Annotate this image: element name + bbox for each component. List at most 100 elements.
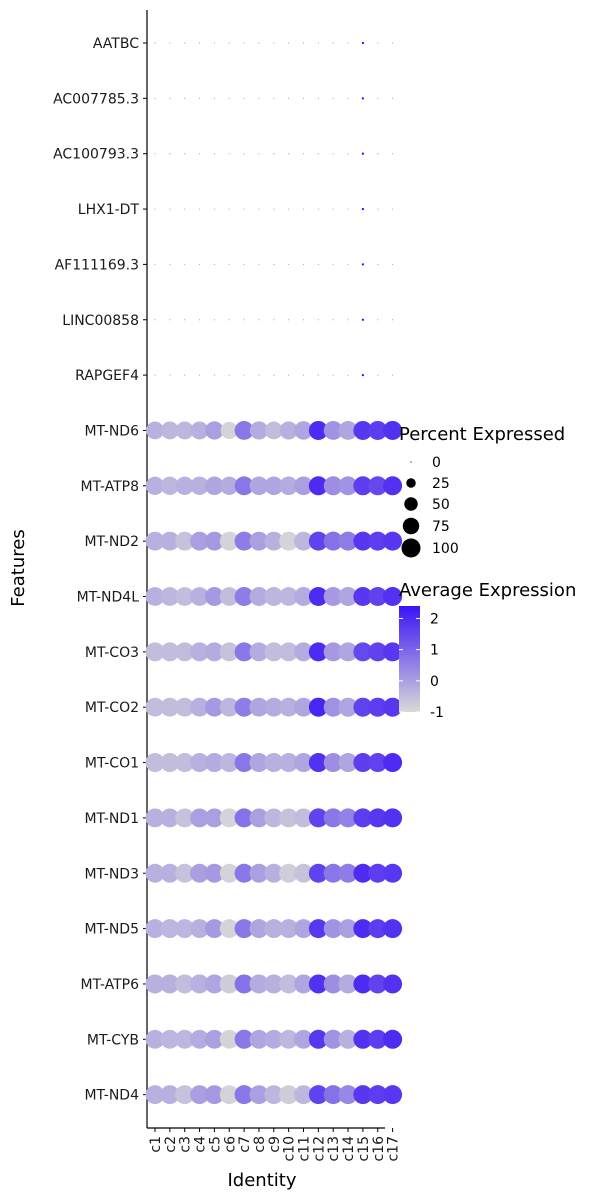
dot xyxy=(169,263,171,265)
dot xyxy=(219,587,239,606)
dot xyxy=(243,153,245,155)
dot xyxy=(234,476,254,496)
dot xyxy=(383,753,403,773)
size-legend: Percent Expressed 0 25 50 75 100 xyxy=(399,424,565,558)
dot xyxy=(190,421,209,440)
y-tick-label: MT-CO1 xyxy=(85,756,139,772)
dot xyxy=(338,1085,358,1105)
dot xyxy=(145,697,165,717)
dot xyxy=(264,863,284,883)
dot xyxy=(347,208,349,210)
dot xyxy=(154,319,156,321)
dot xyxy=(228,97,230,99)
dot xyxy=(273,153,275,155)
dot xyxy=(308,420,328,440)
dot xyxy=(264,476,284,496)
dot xyxy=(279,531,299,551)
x-tick-label: c17 xyxy=(386,1136,402,1162)
dot xyxy=(160,642,180,662)
dot xyxy=(294,1029,313,1049)
dot xyxy=(204,974,224,994)
dot xyxy=(190,531,209,551)
dot xyxy=(190,1029,209,1049)
dot xyxy=(249,587,269,606)
dot xyxy=(249,476,269,496)
dot xyxy=(249,642,269,662)
dot xyxy=(145,808,165,828)
x-tick-label: c11 xyxy=(297,1136,313,1162)
dot xyxy=(323,697,343,717)
dot xyxy=(160,919,180,939)
dot xyxy=(317,374,319,376)
plot-axes xyxy=(146,10,385,1129)
dot xyxy=(294,1085,313,1105)
dot xyxy=(368,808,388,828)
color-legend: Average Expression 2 1 0 -1 xyxy=(399,580,576,721)
dot xyxy=(308,974,328,994)
dot xyxy=(169,319,171,321)
dot xyxy=(145,1029,165,1049)
y-tick-label: MT-ND5 xyxy=(84,922,139,938)
dot xyxy=(190,919,209,939)
dot xyxy=(169,208,171,210)
dot xyxy=(332,263,334,265)
dot xyxy=(219,1029,239,1049)
dot-group xyxy=(145,41,403,1105)
y-tick-label: MT-CO3 xyxy=(85,645,139,661)
dot xyxy=(288,263,290,265)
dot xyxy=(175,1029,195,1049)
dot xyxy=(338,642,358,662)
dot xyxy=(332,42,334,44)
dot xyxy=(368,420,388,440)
dot xyxy=(219,697,239,717)
dot xyxy=(213,319,215,321)
dot xyxy=(198,153,201,155)
dot xyxy=(288,374,290,376)
dot xyxy=(294,642,313,662)
dot xyxy=(368,531,388,551)
dot xyxy=(204,863,224,883)
dot xyxy=(204,753,224,773)
dot xyxy=(160,863,180,883)
dot xyxy=(204,808,224,828)
dot xyxy=(160,697,180,717)
dot xyxy=(190,642,209,662)
dot xyxy=(273,319,275,321)
dot xyxy=(383,531,403,551)
dot xyxy=(273,263,275,265)
dot xyxy=(160,587,180,606)
y-tick-label: MT-ND4 xyxy=(84,1088,139,1104)
dot xyxy=(243,208,245,210)
dot xyxy=(264,531,284,551)
dot xyxy=(184,97,186,99)
dot xyxy=(338,1029,358,1049)
dot xyxy=(264,421,283,440)
dot xyxy=(383,697,403,717)
x-tick-label: c12 xyxy=(311,1136,327,1162)
dot xyxy=(190,808,209,828)
dot xyxy=(198,374,201,376)
y-tick-label: MT-ATP8 xyxy=(81,479,139,495)
dot xyxy=(175,753,195,773)
dot xyxy=(338,974,358,994)
dot xyxy=(198,97,201,99)
dot xyxy=(308,1085,328,1105)
dot xyxy=(294,863,313,883)
y-tick-label: AATBC xyxy=(93,36,139,52)
dot xyxy=(190,587,209,606)
dot xyxy=(368,1085,388,1105)
dot xyxy=(228,153,230,155)
dot xyxy=(228,319,230,321)
dot xyxy=(145,476,165,495)
color-legend-label: 2 xyxy=(430,611,439,627)
dot xyxy=(220,476,239,495)
dot xyxy=(392,319,394,321)
dot xyxy=(353,476,373,496)
dot xyxy=(392,97,394,99)
dot xyxy=(323,974,343,994)
dot xyxy=(184,42,186,44)
size-legend-label: 75 xyxy=(432,519,450,535)
dot xyxy=(323,587,343,606)
x-tick-label: c8 xyxy=(252,1136,268,1153)
dot xyxy=(383,974,403,994)
